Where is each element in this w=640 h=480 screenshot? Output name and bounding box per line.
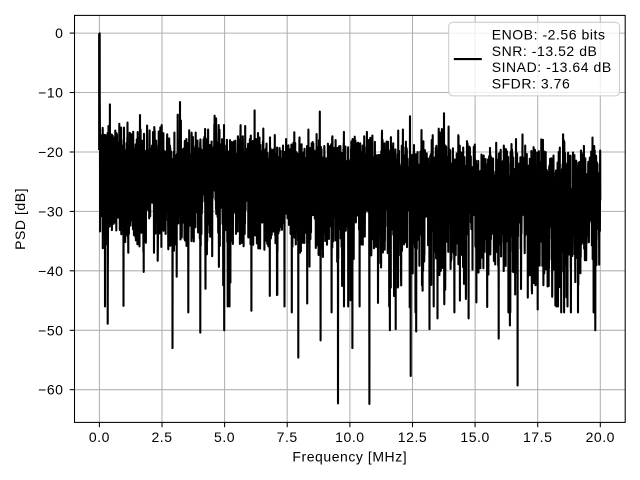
svg-text:−60: −60 — [38, 382, 63, 398]
svg-text:−30: −30 — [38, 203, 63, 219]
svg-text:−50: −50 — [38, 322, 63, 338]
svg-text:SFDR: 3.76: SFDR: 3.76 — [492, 76, 571, 92]
svg-text:SINAD: -13.64 dB: SINAD: -13.64 dB — [492, 59, 612, 75]
svg-text:10.0: 10.0 — [335, 429, 364, 445]
svg-text:0.0: 0.0 — [89, 429, 110, 445]
svg-text:−20: −20 — [38, 144, 63, 160]
svg-text:15.0: 15.0 — [460, 429, 489, 445]
svg-text:−40: −40 — [38, 263, 63, 279]
svg-text:0: 0 — [55, 25, 63, 41]
svg-text:SNR: -13.52 dB: SNR: -13.52 dB — [492, 43, 598, 59]
svg-text:2.5: 2.5 — [151, 429, 172, 445]
svg-text:5.0: 5.0 — [214, 429, 235, 445]
svg-text:PSD [dB]: PSD [dB] — [12, 188, 28, 250]
svg-text:17.5: 17.5 — [523, 429, 552, 445]
svg-text:ENOB: -2.56 bits: ENOB: -2.56 bits — [492, 27, 606, 43]
svg-text:12.5: 12.5 — [398, 429, 427, 445]
svg-text:−10: −10 — [38, 85, 63, 101]
svg-text:20.0: 20.0 — [586, 429, 615, 445]
svg-text:Frequency [MHz]: Frequency [MHz] — [292, 449, 407, 465]
svg-text:7.5: 7.5 — [277, 429, 298, 445]
